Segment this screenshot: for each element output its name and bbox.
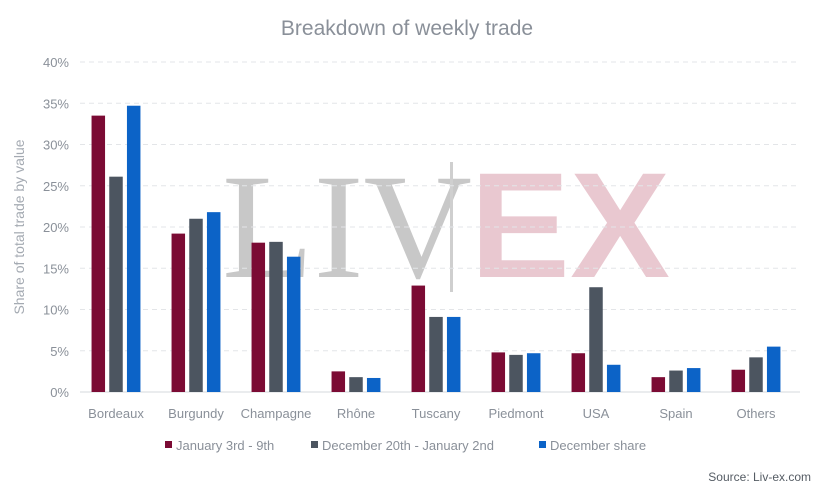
y-tick-label: 10%	[43, 303, 69, 318]
y-tick-label: 5%	[50, 344, 69, 359]
x-tick-label: Bordeaux	[88, 406, 144, 421]
y-tick-label: 25%	[43, 179, 69, 194]
y-tick-label: 15%	[43, 261, 69, 276]
x-tick-label: Burgundy	[168, 406, 224, 421]
y-tick-label: 30%	[43, 138, 69, 153]
legend-label: December share	[550, 438, 646, 453]
chart-title: Breakdown of weekly trade	[281, 17, 533, 40]
y-tick-label: 20%	[43, 220, 69, 235]
y-tick-label: 40%	[43, 55, 69, 70]
bar	[251, 242, 266, 392]
bar	[109, 176, 123, 392]
bar	[189, 218, 203, 392]
bar	[651, 377, 666, 392]
x-tick-label: Tuscany	[412, 406, 461, 421]
x-tick-label: Rhône	[337, 406, 375, 421]
legend-swatch	[539, 441, 546, 448]
x-tick-label: Spain	[659, 406, 692, 421]
bar	[411, 285, 426, 392]
bar	[206, 212, 221, 392]
y-tick-label: 0%	[50, 385, 69, 400]
legend-label: January 3rd - 9th	[176, 438, 274, 453]
x-tick-label: Others	[736, 406, 776, 421]
legend-swatch	[311, 441, 318, 448]
bar	[731, 369, 746, 392]
bar	[286, 256, 301, 392]
y-axis-label: Share of total trade by value	[11, 139, 27, 314]
legend-swatch	[165, 441, 172, 448]
bar	[526, 353, 541, 392]
bar	[171, 233, 186, 392]
bar	[91, 115, 106, 392]
bar	[571, 353, 586, 392]
bar	[749, 357, 763, 392]
y-tick-label: 35%	[43, 96, 69, 111]
bar	[509, 354, 523, 392]
bar	[331, 371, 346, 392]
x-axis-ticks: Bordeaux Burgundy Champagne Rhône Tuscany Pie…	[88, 406, 776, 421]
bar	[606, 364, 621, 392]
bars	[91, 105, 781, 392]
bar	[269, 241, 283, 392]
x-tick-label: USA	[583, 406, 610, 421]
legend-label: December 20th - January 2nd	[322, 438, 494, 453]
bar	[589, 287, 603, 392]
source-note: Source: Liv-ex.com	[708, 470, 811, 484]
bar	[491, 352, 506, 392]
legend: January 3rd - 9th December 20th - January…	[165, 438, 646, 453]
bar	[686, 368, 701, 392]
x-tick-label: Champagne	[241, 406, 312, 421]
bar	[429, 316, 443, 392]
x-tick-label: Piedmont	[489, 406, 544, 421]
bar	[366, 377, 381, 392]
y-axis-ticks: 0% 5% 10% 15% 20% 25% 30% 35% 40%	[43, 55, 69, 400]
bar	[669, 370, 683, 392]
bar	[126, 105, 141, 392]
bar	[349, 377, 363, 392]
watermark-ex-text: EX	[470, 141, 670, 309]
bar	[766, 346, 781, 392]
bar	[446, 316, 461, 392]
